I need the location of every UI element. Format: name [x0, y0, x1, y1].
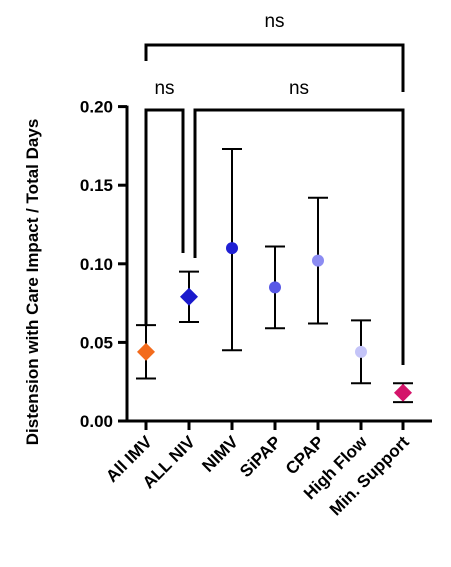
- data-point-circle: [355, 345, 367, 358]
- bracket-all-imv-min-support: [144, 43, 405, 92]
- significance-label: ns: [264, 11, 284, 32]
- y-axis: 0.00 0.05 0.10 0.15 0.20: [80, 98, 129, 431]
- y-tick-label: 0.15: [80, 176, 113, 195]
- data-markers: [137, 242, 412, 402]
- data-point-diamond: [180, 287, 198, 306]
- y-tick-label: 0.20: [80, 98, 113, 117]
- data-point-circle: [226, 242, 238, 255]
- data-point-diamond: [394, 383, 412, 402]
- data-point-circle: [269, 281, 281, 294]
- data-point-diamond: [137, 342, 155, 361]
- significance-brackets: ns ns ns: [144, 11, 405, 365]
- error-bars: [136, 148, 413, 404]
- y-tick-label: 0.10: [80, 255, 113, 274]
- bracket-all-niv-min-support: [193, 108, 405, 365]
- bracket-all-imv-all-niv: [144, 108, 185, 325]
- significance-label: ns: [289, 78, 309, 99]
- y-axis-label: Distension with Care Impact / Total Days: [23, 119, 42, 446]
- data-point-circle: [312, 254, 324, 267]
- y-tick-label: 0.00: [80, 412, 113, 431]
- x-tick-label: SiPAP: [236, 432, 285, 481]
- x-tick-label: NIMV: [198, 432, 242, 476]
- y-tick-label: 0.05: [80, 333, 113, 352]
- significance-label: ns: [154, 78, 174, 99]
